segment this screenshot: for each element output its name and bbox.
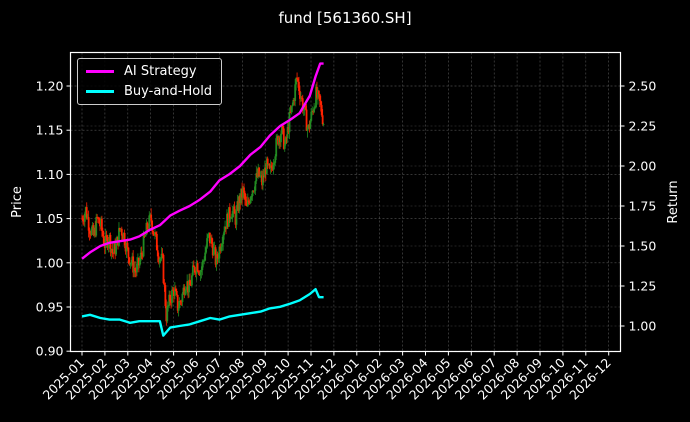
left-y-axis: 0.90 0.95 1.00 1.05 1.10 1.15 1.20 (36, 79, 71, 359)
grid-lines (70, 52, 621, 352)
return-lines (81, 62, 324, 337)
legend-item-buy-and-hold: Buy-and-Hold (86, 82, 212, 100)
svg-text:1.75: 1.75 (629, 199, 657, 214)
svg-text:1.50: 1.50 (629, 239, 657, 254)
svg-text:2.50: 2.50 (629, 79, 657, 94)
svg-text:1.00: 1.00 (36, 255, 64, 270)
legend-swatch-magenta (86, 69, 114, 73)
svg-text:2.25: 2.25 (629, 119, 657, 134)
svg-text:0.90: 0.90 (36, 344, 64, 359)
x-axis: 2025-012025-022025-032025-042025-052025-… (40, 351, 614, 403)
legend-item-ai-strategy: AI Strategy (86, 62, 197, 80)
svg-text:2.00: 2.00 (629, 159, 657, 174)
legend-label: Buy-and-Hold (124, 83, 213, 99)
svg-text:1.00: 1.00 (629, 319, 657, 334)
right-y-axis: 1.00 1.25 1.50 1.75 2.00 2.25 2.50 (620, 79, 657, 334)
candlesticks (81, 72, 325, 326)
chart-title: fund [561360.SH] (278, 9, 412, 27)
legend: AI Strategy Buy-and-Hold (77, 58, 222, 105)
svg-text:0.95: 0.95 (36, 300, 64, 315)
legend-swatch-cyan (86, 89, 114, 93)
left-axis-label: Price (10, 186, 25, 218)
legend-label: AI Strategy (124, 63, 197, 79)
svg-text:1.25: 1.25 (629, 279, 657, 294)
svg-text:1.20: 1.20 (36, 79, 64, 94)
svg-text:1.10: 1.10 (36, 167, 64, 182)
svg-text:1.05: 1.05 (36, 211, 64, 226)
plot-frame (69, 51, 622, 353)
svg-text:1.15: 1.15 (36, 123, 64, 138)
right-axis-label: Return (666, 180, 681, 223)
